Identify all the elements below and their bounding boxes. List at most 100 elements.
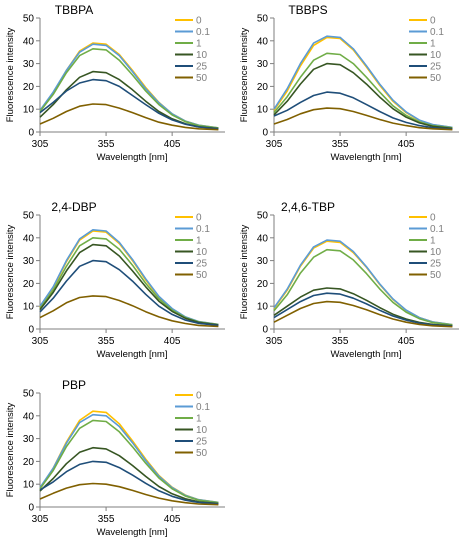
legend-label-50: 50 — [430, 73, 442, 84]
y-tick-label: 10 — [23, 480, 35, 491]
y-tick-label: 20 — [257, 279, 269, 290]
chart-title: PBP — [62, 378, 86, 392]
y-tick-label: 40 — [23, 233, 35, 244]
series-line-10 — [39, 446, 219, 505]
legend-label-25: 25 — [196, 259, 208, 270]
x-tick-label: 405 — [398, 336, 415, 347]
chart-title: TBBPS — [288, 3, 327, 17]
y-tick-label: 30 — [23, 59, 35, 70]
y-tick-label: 20 — [257, 82, 269, 93]
legend-label-1: 1 — [196, 236, 202, 247]
series-line-25 — [273, 292, 453, 327]
y-tick-label: 40 — [23, 411, 35, 422]
legend-label-0-1: 0.1 — [196, 27, 210, 38]
legend-label-50: 50 — [196, 270, 208, 281]
y-tick-label: 10 — [257, 105, 269, 116]
y-tick-label: 0 — [28, 503, 34, 514]
y-tick-label: 50 — [23, 389, 35, 400]
series-line-0 — [39, 42, 219, 129]
x-axis-title: Wavelength [nm] — [97, 349, 168, 360]
series-line-1 — [39, 47, 219, 129]
y-tick-label: 0 — [28, 325, 34, 336]
x-tick-label: 355 — [98, 139, 115, 150]
series-line-10 — [39, 243, 219, 326]
x-tick-label: 305 — [32, 514, 49, 525]
y-tick-label: 0 — [28, 128, 34, 139]
legend-label-0: 0 — [430, 16, 436, 27]
series-line-25 — [39, 78, 219, 130]
series-line-50 — [39, 295, 219, 328]
y-axis-title: Fluorescence intensity — [5, 402, 16, 497]
y-axis-title: Fluorescence intensity — [239, 224, 250, 319]
y-tick-label: 10 — [23, 302, 35, 313]
legend-label-10: 10 — [196, 425, 208, 436]
legend-label-0-1: 0.1 — [430, 224, 444, 235]
y-tick-label: 10 — [23, 105, 35, 116]
series-line-1 — [273, 52, 453, 129]
legend-label-1: 1 — [430, 236, 436, 247]
y-tick-label: 20 — [23, 82, 35, 93]
x-tick-label: 405 — [164, 139, 181, 150]
chart-title: TBBPA — [55, 3, 93, 17]
series-line-25 — [39, 460, 219, 505]
chart-title: 2,4,6-TBP — [281, 200, 335, 214]
series-line-1 — [273, 248, 453, 326]
legend-label-50: 50 — [196, 448, 208, 459]
legend-label-10: 10 — [196, 50, 208, 61]
x-tick-label: 305 — [32, 139, 49, 150]
legend-label-10: 10 — [430, 50, 442, 61]
x-tick-label: 355 — [332, 139, 349, 150]
y-tick-label: 20 — [23, 279, 35, 290]
series-line-0-1 — [39, 43, 219, 129]
legend-label-0: 0 — [196, 213, 202, 224]
legend-label-0-1: 0.1 — [196, 224, 210, 235]
series-line-0-1 — [273, 35, 453, 129]
series-line-10 — [273, 62, 453, 130]
x-tick-label: 355 — [98, 514, 115, 525]
series-line-50 — [273, 107, 453, 131]
series-line-0 — [273, 240, 453, 326]
legend-label-50: 50 — [196, 73, 208, 84]
y-tick-label: 10 — [257, 302, 269, 313]
legend-label-0: 0 — [196, 16, 202, 27]
legend-label-10: 10 — [430, 247, 442, 258]
legend-label-0: 0 — [196, 391, 202, 402]
y-axis-title: Fluorescence intensity — [239, 27, 250, 122]
legend-label-1: 1 — [196, 414, 202, 425]
series-line-0-1 — [39, 228, 219, 326]
chart-title: 2,4-DBP — [51, 200, 96, 214]
legend-label-0: 0 — [430, 213, 436, 224]
legend-label-1: 1 — [430, 39, 436, 50]
series-line-50 — [273, 300, 453, 328]
series-line-50 — [39, 103, 219, 131]
y-tick-label: 50 — [23, 14, 35, 25]
x-axis-title: Wavelength [nm] — [331, 152, 402, 163]
x-tick-label: 405 — [398, 139, 415, 150]
y-tick-label: 50 — [23, 211, 35, 222]
x-axis-title: Wavelength [nm] — [331, 349, 402, 360]
x-axis-title: Wavelength [nm] — [97, 527, 168, 538]
y-tick-label: 20 — [23, 457, 35, 468]
y-tick-label: 50 — [257, 14, 269, 25]
y-tick-label: 50 — [257, 211, 269, 222]
series-line-50 — [39, 482, 219, 506]
y-tick-label: 0 — [262, 128, 268, 139]
legend-label-1: 1 — [196, 39, 202, 50]
legend-label-10: 10 — [196, 247, 208, 258]
x-tick-label: 405 — [164, 514, 181, 525]
series-line-1 — [39, 419, 219, 504]
x-tick-label: 305 — [266, 336, 283, 347]
legend-label-25: 25 — [430, 62, 442, 73]
y-tick-label: 30 — [23, 256, 35, 267]
x-tick-label: 305 — [266, 139, 283, 150]
legend-label-0-1: 0.1 — [430, 27, 444, 38]
series-line-25 — [39, 259, 219, 327]
y-tick-label: 40 — [257, 233, 269, 244]
x-tick-label: 305 — [32, 336, 49, 347]
x-tick-label: 355 — [98, 336, 115, 347]
y-axis-title: Fluorescence intensity — [5, 27, 16, 122]
series-line-25 — [273, 91, 453, 130]
